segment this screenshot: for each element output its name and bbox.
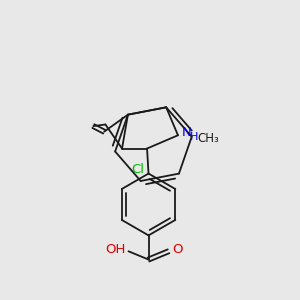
Text: OH: OH bbox=[105, 243, 125, 256]
Text: O: O bbox=[173, 243, 183, 256]
Text: H: H bbox=[190, 132, 199, 142]
Text: N: N bbox=[182, 126, 191, 140]
Text: Cl: Cl bbox=[131, 163, 144, 176]
Text: CH₃: CH₃ bbox=[197, 132, 219, 145]
